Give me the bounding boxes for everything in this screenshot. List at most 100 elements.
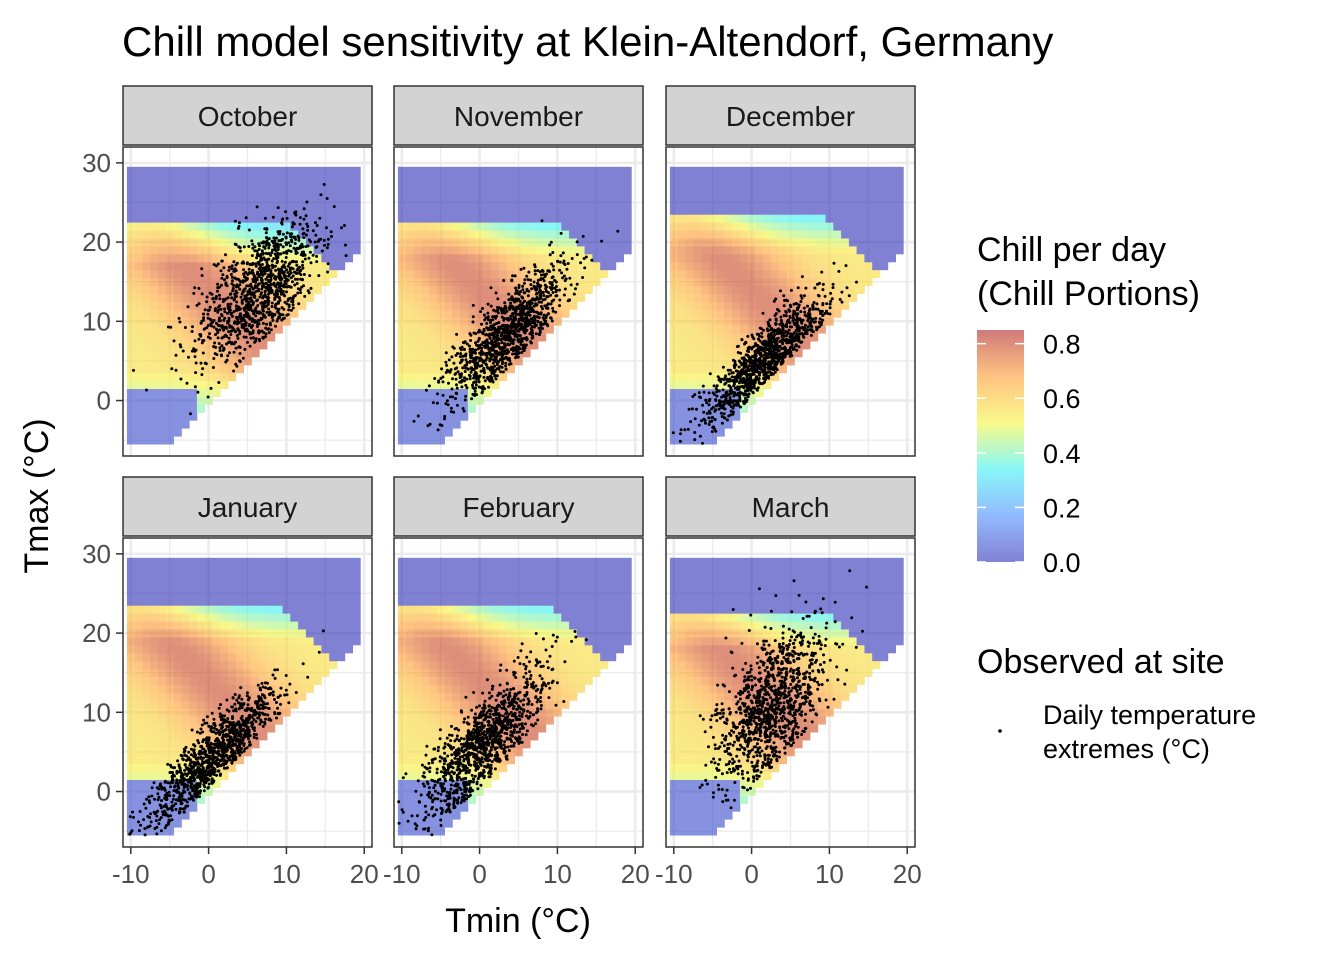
data-point [547, 291, 550, 295]
heat-tile [181, 190, 190, 199]
heat-tile [467, 254, 477, 263]
heat-tile [452, 261, 461, 271]
heat-tile [421, 357, 430, 366]
heat-tile [755, 301, 764, 310]
heat-tile [397, 254, 407, 263]
data-point [431, 401, 435, 405]
heat-tile [514, 230, 523, 239]
heat-tile [475, 230, 484, 239]
heat-tile [747, 182, 756, 191]
data-point [541, 290, 545, 294]
data-point [265, 263, 269, 267]
heat-tile [732, 285, 741, 294]
data-point [485, 333, 488, 336]
heat-tile [739, 166, 749, 176]
data-point [285, 268, 289, 272]
heat-tile [841, 254, 850, 263]
heat-tile [142, 285, 151, 294]
data-point [463, 398, 467, 402]
heat-tile [763, 222, 772, 231]
heat-tile [848, 166, 858, 176]
data-point [484, 316, 488, 320]
heat-tile [181, 222, 190, 231]
heat-tile [158, 404, 167, 413]
heat-tile [290, 246, 299, 255]
heat-tile [429, 182, 438, 191]
heat-tile [677, 364, 686, 374]
heat-tile [173, 420, 182, 429]
heat-tile [701, 254, 710, 263]
heat-tile [794, 230, 803, 239]
data-point [542, 279, 546, 283]
heat-tile [592, 238, 601, 247]
heat-tile [452, 182, 461, 191]
heat-tile [506, 285, 515, 294]
data-point [264, 231, 268, 235]
heat-tile [522, 293, 531, 302]
heat-tile [165, 396, 174, 405]
data-point [320, 249, 324, 253]
heat-tile [685, 166, 694, 176]
heat-tile [724, 277, 733, 286]
heat-tile [251, 285, 260, 294]
heat-tile [235, 325, 244, 334]
data-point [256, 261, 260, 264]
heat-tile [553, 190, 562, 199]
data-point [800, 275, 804, 279]
heat-tile [126, 420, 136, 429]
heat-tile [158, 206, 167, 215]
heat-tile [267, 293, 276, 302]
heat-tile [825, 222, 834, 231]
heat-tile [592, 174, 601, 183]
data-point [261, 296, 265, 300]
data-point [315, 245, 319, 249]
heat-tile [538, 182, 547, 191]
heat-tile [460, 238, 469, 247]
data-point [493, 350, 497, 354]
heat-tile [669, 396, 679, 405]
data-point [220, 354, 223, 358]
data-point [539, 284, 543, 288]
heat-tile [608, 190, 617, 199]
heat-tile [872, 238, 881, 247]
heat-tile [810, 309, 819, 318]
heat-tile [165, 380, 174, 389]
heat-tile [755, 293, 764, 302]
heat-tile [189, 404, 198, 413]
heat-tile [848, 285, 858, 294]
data-point [251, 242, 255, 246]
data-point [256, 253, 260, 257]
data-point [218, 346, 222, 350]
heat-tile [452, 254, 461, 263]
data-point [450, 355, 454, 359]
data-point [183, 326, 187, 329]
heat-tile [701, 428, 710, 437]
heat-tile [491, 261, 500, 271]
heat-tile [716, 261, 725, 271]
heat-tile [608, 214, 617, 223]
heat-tile [569, 230, 578, 239]
heat-tile [220, 309, 229, 318]
heat-tile [669, 214, 679, 223]
heat-tile [763, 261, 772, 271]
heat-tile [421, 364, 430, 374]
heat-tile [810, 190, 819, 199]
data-point [277, 268, 281, 272]
heat-tile [545, 301, 554, 310]
data-point [435, 401, 439, 405]
heat-tile [475, 198, 484, 207]
heat-tile [771, 166, 780, 176]
heat-tile [413, 206, 422, 215]
heat-tile [405, 174, 414, 183]
data-point [521, 284, 525, 288]
data-point [519, 290, 522, 294]
heat-tile [569, 293, 578, 302]
data-point [295, 260, 298, 264]
heat-tile [274, 190, 283, 199]
data-point [251, 280, 255, 283]
heat-tile [298, 182, 307, 191]
heat-tile [259, 198, 268, 207]
data-point [296, 277, 299, 281]
heat-tile [841, 206, 850, 215]
heat-tile [267, 333, 276, 342]
